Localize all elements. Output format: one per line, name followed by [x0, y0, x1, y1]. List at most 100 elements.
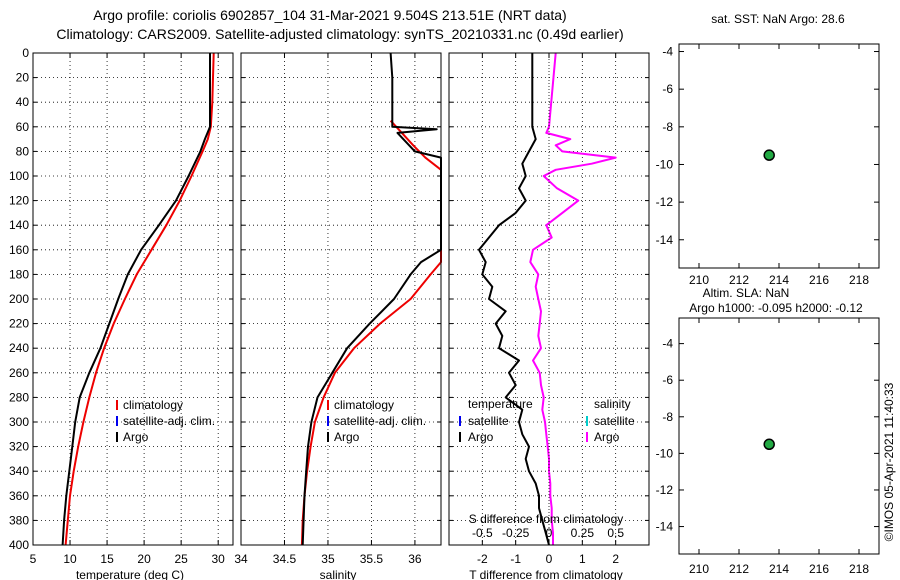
x-tick-label: 210	[689, 562, 709, 576]
difference-x2label: S difference from climatology	[469, 512, 624, 526]
x2-tick-label: 0.25	[571, 526, 595, 540]
salinity-legend: climatology satellite-adj. clim. Argo	[327, 398, 426, 444]
x-tick-label: 36	[408, 552, 422, 566]
difference-legend-temperature: temperature satellite Argo	[459, 397, 533, 444]
y-tick-label: -10	[656, 446, 674, 460]
y-tick-label: 200	[9, 292, 29, 306]
x-tick-label: 10	[63, 552, 77, 566]
y-tick-label: 360	[9, 489, 29, 503]
salinity-panel: 34 34.5 35 35.5 36	[234, 52, 442, 566]
legend-swatch-climatology	[327, 400, 329, 410]
header-line-2: Climatology: CARS2009. Satellite-adjuste…	[56, 26, 623, 42]
legend-label-satellite: satellite-adj. clim.	[123, 414, 215, 428]
x2-tick-label: 0.5	[607, 526, 624, 540]
x2-tick-label: -0.5	[472, 526, 493, 540]
y-tick-label: 160	[9, 243, 29, 257]
y-tick-label: 320	[9, 440, 29, 454]
y-tick-label: 140	[9, 218, 29, 232]
x-tick-label: 0	[546, 552, 553, 566]
map-frame	[678, 43, 880, 269]
x2-tick-label: -0.25	[502, 526, 530, 540]
y-tick-label: -4	[662, 45, 673, 59]
y-tick-label: 280	[9, 390, 29, 404]
series-line-argo	[301, 52, 442, 546]
sst-map-title: sat. SST: NaN Argo: 28.6	[711, 12, 845, 26]
x-tick-label: 34.5	[273, 552, 297, 566]
y-tick-label: -10	[656, 157, 674, 171]
legend-label-argo: Argo	[594, 430, 620, 444]
y-tick-label: 240	[9, 341, 29, 355]
legend-swatch-satellite	[586, 416, 588, 426]
legend-label-satellite: satellite	[468, 414, 509, 428]
x-tick-label: 5	[30, 552, 37, 566]
y-tick-label: 220	[9, 317, 29, 331]
x-tick-label: 216	[809, 562, 829, 576]
y-tick-label: 20	[16, 71, 30, 85]
x-tick-label: 1	[579, 552, 586, 566]
x-tick-label: 214	[769, 273, 789, 287]
sla-map-subtitle: Argo h1000: -0.095 h2000: -0.12	[689, 301, 863, 315]
x-tick-label: 15	[100, 552, 114, 566]
series-line-climatology	[64, 52, 215, 546]
legend-swatch-satellite	[116, 416, 118, 426]
x-tick-label: 20	[137, 552, 151, 566]
x-tick-label: 2	[612, 552, 619, 566]
legend-label-climatology: climatology	[334, 398, 394, 412]
y-tick-label: -12	[656, 195, 674, 209]
y-tick-label: 260	[9, 366, 29, 380]
y-tick-label: -8	[662, 410, 673, 424]
legend-swatch-argo	[586, 432, 588, 442]
legend-swatch-argo	[116, 432, 118, 442]
y-tick-label: 80	[16, 144, 30, 158]
legend-label-argo: Argo	[334, 430, 360, 444]
x-tick-label: 212	[729, 562, 749, 576]
series-line-argo	[61, 53, 211, 546]
sla-map-panel: 210 212 214 216 218 -4 -6 -8 -10 -12 -14	[656, 317, 880, 576]
y-tick-label: -14	[656, 520, 674, 534]
y-tick-label: 400	[9, 538, 29, 552]
y-tick-label: 0	[22, 46, 29, 60]
sst-map-panel: 210 212 214 216 218 -4 -6 -8 -10 -12 -14	[656, 43, 880, 287]
legend-label-satellite: satellite	[594, 414, 635, 428]
x-tick-label: 34	[234, 552, 248, 566]
salinity-xlabel: salinity	[320, 568, 357, 580]
y-tick-label: -12	[656, 483, 674, 497]
temperature-legend: climatology satellite-adj. clim. Argo	[116, 398, 215, 444]
difference-legend-salinity: salinity satellite Argo	[586, 397, 635, 444]
x-tick-label: 25	[174, 552, 188, 566]
credit-stamp: ©IMOS 05-Apr-2021 11:40:33	[882, 382, 896, 541]
x2-tick-label: 0	[546, 526, 553, 540]
x-tick-label: 210	[689, 273, 709, 287]
temperature-panel: 5 10 15 20 25 3002040608010012014016018020022…	[9, 46, 234, 566]
x-tick-label: 30	[212, 552, 226, 566]
x-tick-label: -1	[510, 552, 521, 566]
temperature-xlabel: temperature (deg C)	[76, 568, 184, 580]
legend-label-argo: Argo	[123, 430, 149, 444]
legend-label-argo: Argo	[468, 430, 494, 444]
legend-swatch-climatology	[116, 400, 118, 410]
x-tick-label: 35	[321, 552, 335, 566]
y-tick-label: -14	[656, 233, 674, 247]
y-tick-label: 40	[16, 95, 30, 109]
y-tick-label: 180	[9, 267, 29, 281]
sla-map-title: Altim. SLA: NaN	[703, 286, 790, 300]
x-tick-label: 216	[809, 273, 829, 287]
y-tick-label: -4	[662, 337, 673, 351]
y-tick-label: 380	[9, 513, 29, 527]
x-tick-label: 35.5	[360, 552, 384, 566]
difference-panel: -2 -1 0 1 2 -0.5 -0.25 0 0.25 0.5	[448, 52, 650, 566]
difference-xlabel: T difference from climatology	[469, 568, 623, 580]
map-frame	[678, 317, 880, 555]
legend-swatch-argo	[327, 432, 329, 442]
series-line-salinity-argo	[529, 52, 617, 545]
y-tick-label: 60	[16, 120, 30, 134]
x-tick-label: 218	[849, 562, 869, 576]
legend-label-satellite: satellite-adj. clim.	[334, 414, 426, 428]
legend-swatch-argo	[459, 432, 461, 442]
x-tick-label: -2	[477, 552, 488, 566]
y-tick-label: -6	[662, 373, 673, 387]
x-tick-label: 218	[849, 273, 869, 287]
y-tick-label: 340	[9, 464, 29, 478]
y-tick-label: -6	[662, 82, 673, 96]
